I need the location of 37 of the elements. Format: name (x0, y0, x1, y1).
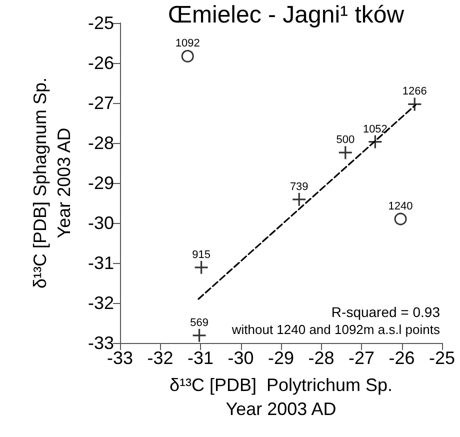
annotation: 1052 (362, 123, 388, 136)
x-tick-label: -30 (228, 348, 254, 368)
y-tick-label: -32 (88, 293, 114, 313)
annotation: 1266 (402, 86, 427, 98)
x-tick-label: -27 (348, 348, 375, 368)
x-tick-label: -31 (187, 348, 214, 368)
annotation: 915 (192, 248, 210, 261)
annotation: 1092 (175, 38, 200, 50)
annotation: R-squared = 0.93 (331, 304, 440, 320)
x-tick-label: -25 (428, 348, 456, 368)
x-tick-label: -26 (388, 348, 415, 368)
point (292, 192, 306, 207)
point (181, 50, 194, 62)
point (194, 260, 209, 275)
x-tick-label: -29 (268, 348, 294, 368)
chart-title: Œmielec - Jagni¹ tków (168, 2, 405, 28)
x-axis-title: δ¹³C [PDB] Polytrichum Sp. Year 2003 AD (169, 375, 393, 419)
y-tick-label: -26 (88, 53, 114, 73)
x-tick-label: -32 (147, 348, 174, 368)
point (407, 96, 422, 112)
y-tick-label: -25 (88, 13, 114, 33)
annotation: 1240 (388, 200, 413, 212)
y-tick-label: -28 (88, 133, 114, 153)
y-axis-title: δ¹³C [PDB] Sphagnum Sp. Year 2003 AD (30, 77, 74, 289)
y-tick-label: -27 (88, 93, 114, 113)
annotation: 500 (336, 134, 355, 146)
annotation: 569 (190, 316, 208, 329)
y-tick-label: -30 (88, 213, 114, 233)
y-tick-label: -29 (88, 173, 114, 193)
annotation: 739 (290, 180, 308, 193)
y-tick-label: -31 (88, 253, 114, 273)
point (394, 212, 407, 226)
point (368, 134, 382, 150)
point (192, 328, 207, 343)
annotation: without 1240 and 1092m a.s.l points (230, 322, 440, 337)
point (338, 145, 353, 160)
x-tick-label: -28 (308, 348, 334, 368)
